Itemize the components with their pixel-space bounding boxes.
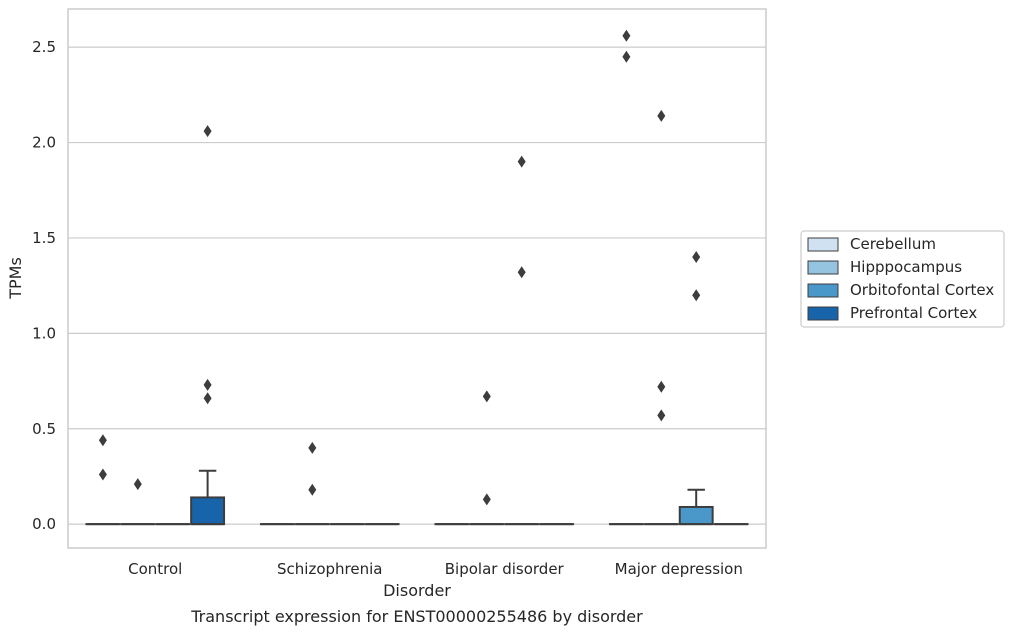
box <box>469 390 505 526</box>
box <box>294 441 330 526</box>
x-tick-labels: Control Schizophrenia Bipolar disorder Majo… <box>128 560 743 578</box>
y-tick-label: 0.5 <box>32 420 56 438</box>
outlier-point <box>308 441 317 454</box>
box <box>190 125 226 526</box>
box <box>85 434 121 526</box>
boxes <box>85 29 749 526</box>
box <box>120 478 156 526</box>
outlier-point <box>98 468 107 481</box>
legend-label: Cerebellum <box>850 235 936 253</box>
outlier-point <box>622 29 631 42</box>
outlier-point <box>692 251 701 264</box>
x-tick-label: Schizophrenia <box>277 560 382 578</box>
box <box>608 29 644 526</box>
plot-frame <box>67 8 767 549</box>
box <box>678 251 714 526</box>
outlier-point <box>517 155 526 168</box>
legend-swatch <box>807 237 839 252</box>
outlier-point <box>203 378 212 391</box>
outlier-point <box>657 380 666 393</box>
legend-swatch <box>807 260 839 275</box>
y-tick-label: 2.5 <box>32 38 56 56</box>
y-tick-label: 1.0 <box>32 324 56 342</box>
outlier-point <box>203 392 212 405</box>
legend-frame <box>800 230 1005 328</box>
outlier-point <box>308 483 317 496</box>
legend-swatch <box>807 283 839 298</box>
outlier-point <box>482 390 491 403</box>
outlier-point <box>98 434 107 447</box>
y-axis-label: TPMs <box>6 257 25 300</box>
outlier-point <box>692 289 701 302</box>
y-tick-labels: 0.0 0.5 1.0 1.5 2.0 2.5 <box>32 38 56 533</box>
plot-area <box>67 8 767 549</box>
x-tick-label: Bipolar disorder <box>445 560 565 578</box>
box-body <box>190 496 226 526</box>
outlier-point <box>657 409 666 422</box>
box-body <box>678 505 714 526</box>
legend: Cerebellum Hipppocampus Orbitofontal Corte… <box>800 230 1005 328</box>
outlier-point <box>517 266 526 279</box>
x-tick-label: Major depression <box>615 560 743 578</box>
legend-label: Hipppocampus <box>850 258 962 276</box>
figure-caption: Transcript expression for ENST0000025548… <box>190 607 643 626</box>
x-axis-label: Disorder <box>383 581 451 600</box>
box <box>504 155 540 526</box>
y-tick-label: 2.0 <box>32 134 56 152</box>
y-tick-label: 0.0 <box>32 515 56 533</box>
legend-label: Orbitofontal Cortex <box>850 281 994 299</box>
outlier-point <box>203 125 212 138</box>
outlier-point <box>133 478 142 491</box>
y-tick-label: 1.5 <box>32 229 56 247</box>
x-tick-label: Control <box>128 560 182 578</box>
legend-label: Prefrontal Cortex <box>850 304 977 322</box>
outlier-point <box>657 109 666 122</box>
box <box>643 109 679 526</box>
outlier-point <box>622 50 631 63</box>
legend-swatch <box>807 306 839 321</box>
outlier-point <box>482 493 491 506</box>
